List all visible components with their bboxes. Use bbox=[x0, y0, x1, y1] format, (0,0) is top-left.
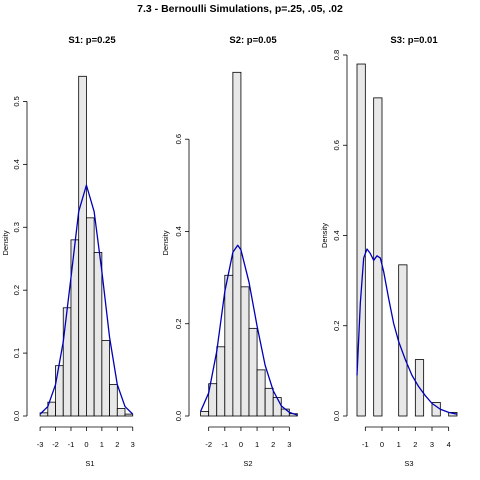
x-tick-label: 0 bbox=[380, 440, 384, 449]
x-axis-label: S2 bbox=[243, 459, 252, 468]
histogram-bar bbox=[62, 307, 72, 417]
panel-title: S1: p=0.25 bbox=[68, 35, 116, 46]
panel-title: S3: p=0.01 bbox=[390, 35, 438, 46]
density-curve bbox=[356, 248, 458, 415]
histogram-bar bbox=[280, 408, 290, 417]
histogram-bar bbox=[256, 369, 266, 417]
y-tick-label: 0.0 bbox=[332, 411, 341, 421]
x-tick-label: 3 bbox=[430, 440, 434, 449]
y-tick-label: 0.2 bbox=[12, 285, 21, 295]
x-tick-label: 3 bbox=[287, 440, 291, 449]
y-tick-label: 0.2 bbox=[332, 321, 341, 331]
y-axis-label: Density bbox=[320, 223, 329, 248]
y-tick-label: 0.6 bbox=[332, 140, 341, 150]
histogram-bar bbox=[109, 384, 118, 417]
histogram-bar bbox=[124, 413, 134, 417]
y-tick-label: 0.4 bbox=[12, 159, 21, 169]
histogram-bar bbox=[398, 264, 408, 417]
x-tick-label: -1 bbox=[362, 440, 369, 449]
histogram-bar bbox=[272, 397, 282, 417]
x-tick-label: -3 bbox=[37, 440, 44, 449]
x-tick-label: 1 bbox=[100, 440, 104, 449]
y-tick-label: 0.5 bbox=[12, 96, 21, 106]
histogram-bar bbox=[232, 71, 242, 417]
x-axis-label: S3 bbox=[404, 459, 413, 468]
y-tick-label: 0.2 bbox=[174, 319, 183, 329]
x-tick-label: 0 bbox=[239, 440, 243, 449]
y-tick-label: 0.0 bbox=[174, 411, 183, 421]
histogram-bar bbox=[101, 340, 110, 417]
x-tick-label: 4 bbox=[447, 440, 451, 449]
y-tick-label: 0.4 bbox=[332, 230, 341, 240]
density-curve bbox=[39, 184, 134, 415]
panel-2: S2: p=0.05 -2 -1 0 1 2 3 S2 0.0 0.2 0.4 0.6 Density bbox=[161, 35, 298, 468]
x-tick-label: 2 bbox=[271, 440, 275, 449]
x-axis-label: S1 bbox=[85, 459, 94, 468]
density-curve bbox=[200, 244, 298, 416]
histogram-bar bbox=[356, 63, 366, 417]
x-tick-label: 2 bbox=[115, 440, 119, 449]
y-tick-label: 0.4 bbox=[174, 226, 183, 236]
x-tick-label: -2 bbox=[205, 440, 212, 449]
histogram-bar bbox=[448, 411, 458, 417]
y-axis-label: Density bbox=[161, 230, 170, 255]
x-tick-label: 2 bbox=[413, 440, 417, 449]
x-tick-label: 3 bbox=[131, 440, 135, 449]
histogram-bar bbox=[248, 327, 258, 417]
histogram-bar bbox=[78, 75, 87, 417]
x-tick-label: 0 bbox=[84, 440, 88, 449]
histogram-bar bbox=[224, 274, 234, 417]
y-tick-label: 0.6 bbox=[174, 134, 183, 144]
histogram-bar bbox=[264, 387, 274, 417]
y-tick-label: 0.8 bbox=[332, 50, 341, 60]
y-tick-label: 0.1 bbox=[12, 348, 21, 358]
histogram-bar bbox=[200, 410, 210, 417]
panel-group: S1: p=0.25 -3 -2 -1 0 1 2 3 S1 0.0 0.1 0.2 0.3 0.4 0.5… bbox=[1, 35, 458, 468]
x-tick-label: -1 bbox=[221, 440, 228, 449]
x-tick-label: 1 bbox=[255, 440, 259, 449]
x-tick-label: -1 bbox=[68, 440, 75, 449]
figure-title: 7.3 - Bernoulli Simulations, p=.25, .05,… bbox=[137, 3, 343, 15]
panel-title: S2: p=0.05 bbox=[229, 35, 277, 46]
panel-3: S3: p=0.01 -1 0 1 2 3 4 S3 0.0 0.2 0.4 0.6 0.8 Densit… bbox=[320, 35, 458, 468]
histogram-bar bbox=[116, 408, 126, 417]
histogram-bar bbox=[93, 252, 103, 417]
y-tick-label: 0.3 bbox=[12, 222, 21, 232]
histogram-bar bbox=[240, 286, 250, 417]
x-tick-label: 1 bbox=[397, 440, 401, 449]
y-axis-label: Density bbox=[1, 230, 10, 255]
x-tick-label: -2 bbox=[52, 440, 59, 449]
histogram-bar bbox=[86, 217, 95, 417]
y-tick-label: 0.0 bbox=[12, 411, 21, 421]
histogram-bar bbox=[216, 346, 226, 417]
histogram-bar bbox=[55, 365, 64, 417]
panel-1: S1: p=0.25 -3 -2 -1 0 1 2 3 S1 0.0 0.1 0.2 0.3 0.4 0.5… bbox=[1, 35, 135, 468]
